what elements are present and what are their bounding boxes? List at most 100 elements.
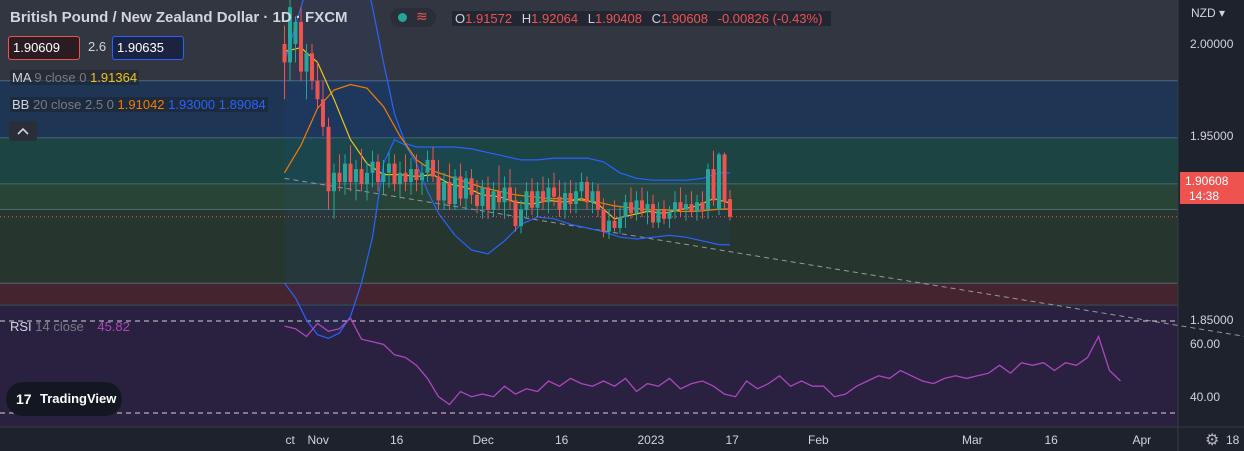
ma-legend[interactable]: MA 9 close 0 1.91364 xyxy=(10,70,140,85)
candle-body xyxy=(601,209,606,232)
candle-body xyxy=(332,172,336,192)
candle-body xyxy=(348,163,353,182)
candle-body xyxy=(337,172,342,182)
live-dot-icon xyxy=(398,13,407,22)
low-value: 1.90408 xyxy=(595,11,642,26)
candle-body xyxy=(469,178,474,195)
buy-button[interactable]: 1.90635 xyxy=(112,36,184,60)
candle-body xyxy=(618,216,622,228)
candle-body xyxy=(541,191,545,203)
time-tick-label: Apr xyxy=(1132,433,1152,447)
candle-body xyxy=(403,172,408,182)
change-value: -0.00826 (-0.43%) xyxy=(717,11,823,26)
time-tick-label: 17 xyxy=(725,433,739,447)
time-tick-label: 16 xyxy=(555,433,569,447)
candle-body xyxy=(387,163,391,173)
candle-body xyxy=(409,169,413,182)
candle-body xyxy=(585,182,589,203)
candle-body xyxy=(568,193,573,205)
price-zone-4 xyxy=(0,209,1178,284)
candle-body xyxy=(486,187,490,210)
rsi-legend[interactable]: RSI 14 close 45.82 xyxy=(10,319,130,334)
candle-body xyxy=(304,53,309,72)
candle-body xyxy=(425,159,430,173)
wave-icon: ≋ xyxy=(416,8,428,24)
candle-body xyxy=(590,191,595,203)
candle-body xyxy=(524,191,529,210)
candle-body xyxy=(656,209,661,223)
time-tick-label: Nov xyxy=(307,433,329,447)
time-tick-label: 16 xyxy=(1044,433,1058,447)
candle-body xyxy=(502,187,507,203)
candle-body xyxy=(480,187,485,206)
time-tick-label: ct xyxy=(285,433,295,447)
candle-body xyxy=(662,209,666,219)
rsi-value: 45.82 xyxy=(97,319,130,334)
candle-body xyxy=(436,176,441,201)
candle-body xyxy=(321,99,325,127)
candle-body xyxy=(651,204,655,223)
candle-body xyxy=(519,209,523,227)
price-tick-label: 1.95000 xyxy=(1190,129,1234,143)
ma-line xyxy=(284,47,731,220)
candle-body xyxy=(530,191,534,208)
currency-selector[interactable]: NZD ▾ xyxy=(1191,6,1226,20)
ma-value: 1.91364 xyxy=(90,70,138,85)
bb-lower-line xyxy=(284,138,731,340)
candle-body xyxy=(689,204,694,212)
candle-body xyxy=(442,182,446,201)
candle-body xyxy=(381,172,386,182)
candle-body xyxy=(623,202,628,217)
candle-body xyxy=(700,202,705,210)
time-tick-label: 18 xyxy=(1226,433,1240,447)
candle-body xyxy=(343,163,347,182)
candle-body xyxy=(711,169,716,201)
sell-button[interactable]: 1.90609 xyxy=(8,36,80,60)
symbol-header[interactable]: British Pound / New Zealand Dollar · 1D … xyxy=(10,9,348,26)
candle-body xyxy=(497,191,501,203)
candle-body xyxy=(579,182,584,192)
candle-body xyxy=(453,176,457,205)
candle-body xyxy=(288,7,292,63)
time-tick-label: Dec xyxy=(472,433,494,447)
candle-body xyxy=(645,204,650,212)
chevron-up-icon xyxy=(17,127,29,135)
bb-legend[interactable]: BB 20 close 2.5 0 1.91042 1.93000 1.8908… xyxy=(10,97,268,112)
candle-body xyxy=(728,199,732,217)
time-tick-label: Feb xyxy=(808,433,829,447)
candle-body xyxy=(563,193,567,210)
candle-body xyxy=(634,200,639,214)
candle-body xyxy=(354,169,358,182)
time-tick-label: Mar xyxy=(962,433,983,447)
bb-lower-value: 1.89084 xyxy=(218,97,266,112)
candle-body xyxy=(612,220,617,228)
candle-body xyxy=(282,44,287,63)
bb-fill xyxy=(284,0,730,339)
candle-body xyxy=(629,202,633,214)
bb-upper-value: 1.93000 xyxy=(168,97,216,112)
close-value: 1.90608 xyxy=(661,11,709,26)
ohlc-readout: O1.91572 H1.92064 L1.90408 C1.90608 -0.0… xyxy=(452,11,832,26)
candle-body xyxy=(695,202,699,212)
candle-body xyxy=(392,163,397,184)
candle-body xyxy=(365,172,369,184)
trendline xyxy=(284,177,1244,337)
candle-body xyxy=(684,204,688,210)
candle-body xyxy=(508,187,512,201)
spread-value: 2.6 xyxy=(88,39,107,54)
settings-gear-icon[interactable]: ⚙ xyxy=(1205,432,1220,449)
candle-body xyxy=(464,178,468,199)
collapse-legend-button[interactable] xyxy=(9,121,37,141)
candle-body xyxy=(398,172,402,184)
candle-body xyxy=(667,211,672,219)
live-indicator[interactable]: ≋ xyxy=(390,8,436,27)
bb-basis-line xyxy=(283,83,731,212)
tradingview-logo[interactable]: 17 TradingView xyxy=(6,382,122,416)
candle-body xyxy=(717,154,721,210)
price-tick-label: 2.00000 xyxy=(1190,37,1234,51)
time-tick-label: 16 xyxy=(390,433,404,447)
rsi-pane xyxy=(0,305,1178,427)
bb-upper-line xyxy=(283,0,730,181)
candle-body xyxy=(315,80,320,100)
